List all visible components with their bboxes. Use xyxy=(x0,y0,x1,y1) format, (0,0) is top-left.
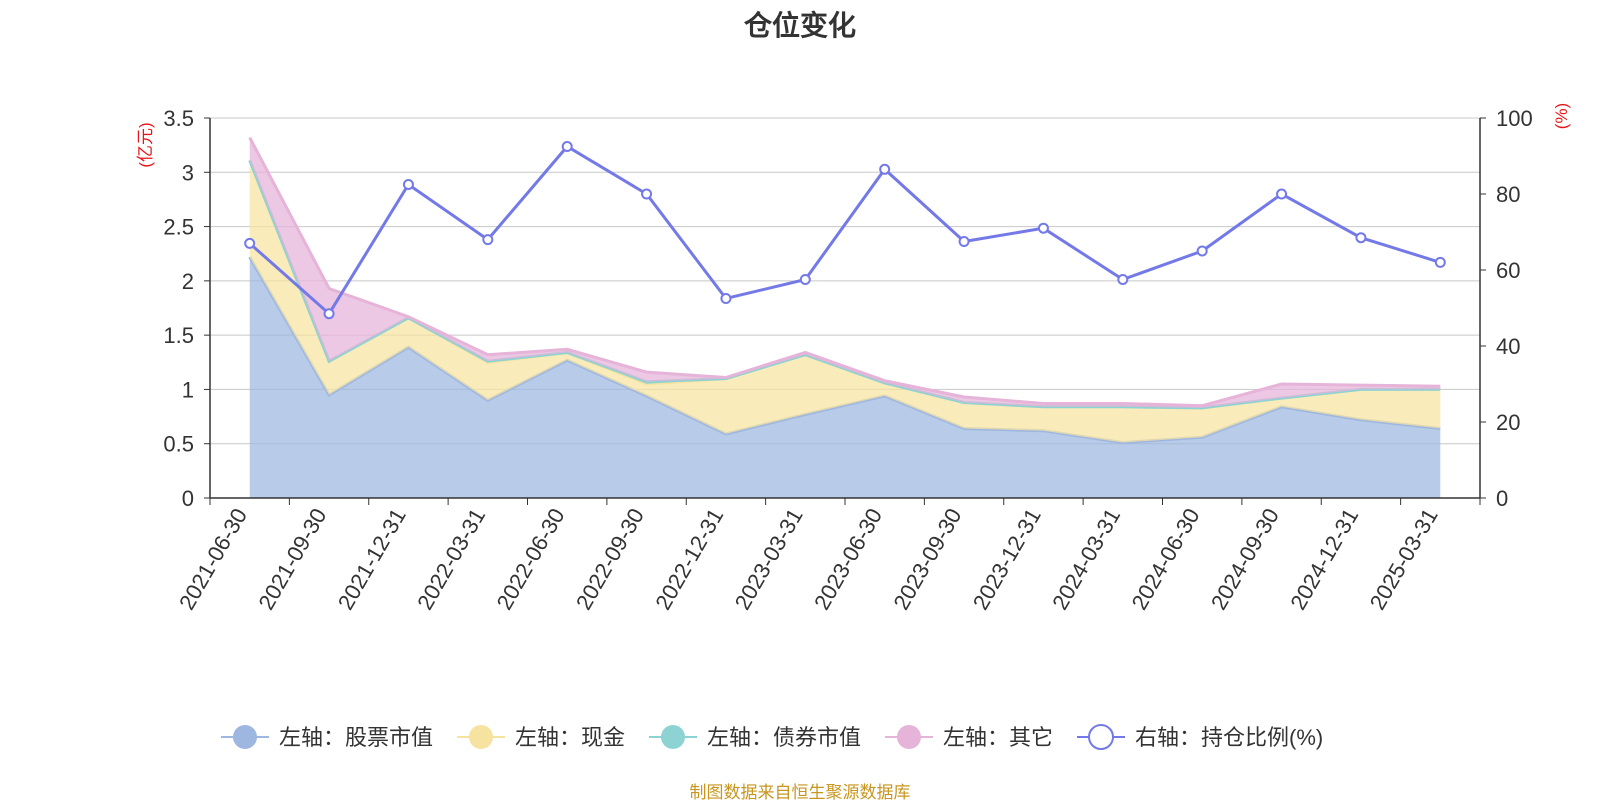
ratio-point xyxy=(482,234,494,246)
legend-swatch-dot xyxy=(469,725,493,749)
x-tick-label: 2025-03-31 xyxy=(1365,504,1443,614)
stacked-areas xyxy=(248,136,1441,498)
left-tick-label: 3.5 xyxy=(163,106,194,131)
legend-item-3[interactable]: 左轴：其它 xyxy=(885,725,1053,750)
ratio-point xyxy=(1355,232,1367,244)
legend[interactable]: 左轴：股票市值 左轴：现金 左轴：债券市值 左轴：其它 右轴：持仓比例(%) xyxy=(221,724,1323,750)
right-tick-label: 80 xyxy=(1496,182,1520,207)
legend-label: 左轴：其它 xyxy=(943,725,1053,750)
legend-swatch-dot xyxy=(233,725,257,749)
x-tick-label: 2024-03-31 xyxy=(1047,504,1125,614)
right-axis-unit: (%) xyxy=(1552,103,1571,129)
data-source-note: 制图数据来自恒生聚源数据库 xyxy=(689,783,911,802)
x-tick-label: 2023-09-30 xyxy=(888,504,966,614)
x-tick-label: 2023-03-31 xyxy=(730,504,808,614)
right-tick-label: 0 xyxy=(1496,486,1508,511)
x-tick-label: 2022-12-31 xyxy=(650,504,728,614)
holding-ratio-line xyxy=(244,141,1446,320)
ratio-point xyxy=(244,237,256,249)
x-tick-label: 2021-09-30 xyxy=(253,504,331,614)
legend-swatch-dot xyxy=(897,725,921,749)
right-tick-label: 40 xyxy=(1496,334,1520,359)
legend-label: 左轴：股票市值 xyxy=(279,725,433,750)
ratio-point xyxy=(1434,256,1446,268)
area-series-0 xyxy=(249,257,1441,498)
x-tick-label: 2023-12-31 xyxy=(968,504,1046,614)
ratio-point xyxy=(879,163,891,175)
ratio-point xyxy=(958,236,970,247)
x-tick-label: 2024-09-30 xyxy=(1206,504,1284,614)
legend-item-0[interactable]: 左轴：股票市值 xyxy=(221,725,433,750)
ratio-point xyxy=(323,308,335,320)
left-axis-unit: (亿元) xyxy=(136,122,155,167)
ratio-point xyxy=(1276,188,1288,200)
left-tick-label: 0.5 xyxy=(163,432,194,457)
legend-label: 右轴：持仓比例(%) xyxy=(1135,725,1323,750)
legend-swatch-dot xyxy=(1088,724,1114,750)
ratio-point xyxy=(799,274,811,285)
legend-label: 左轴：现金 xyxy=(515,725,625,750)
chart-title: 仓位变化 xyxy=(743,10,856,41)
x-tick-label: 2022-06-30 xyxy=(492,504,570,614)
x-tick-label: 2024-06-30 xyxy=(1127,504,1205,614)
left-tick-label: 3 xyxy=(182,160,194,185)
legend-swatch-dot xyxy=(661,725,685,749)
left-tick-label: 2.5 xyxy=(163,215,194,240)
area-series-1 xyxy=(249,160,1441,443)
left-tick-label: 0 xyxy=(182,486,194,511)
ratio-line-path xyxy=(248,144,1441,317)
right-tick-label: 100 xyxy=(1496,106,1533,131)
x-tick-label: 2022-03-31 xyxy=(412,504,490,614)
x-tick-label: 2021-12-31 xyxy=(333,504,411,614)
left-tick-label: 2 xyxy=(182,269,194,294)
left-tick-label: 1.5 xyxy=(163,323,194,348)
left-tick-label: 1 xyxy=(182,377,194,402)
x-tick-label: 2023-06-30 xyxy=(809,504,887,614)
ratio-point xyxy=(1117,274,1129,285)
ratio-point xyxy=(1196,245,1208,257)
x-tick-label: 2022-09-30 xyxy=(571,504,649,614)
ratio-point xyxy=(561,141,573,152)
legend-label: 左轴：债券市值 xyxy=(707,725,861,750)
legend-item-2[interactable]: 左轴：债券市值 xyxy=(649,725,861,750)
legend-item-1[interactable]: 左轴：现金 xyxy=(457,725,625,750)
x-tick-label: 2024-12-31 xyxy=(1285,504,1363,614)
ratio-point xyxy=(1037,222,1049,234)
right-tick-label: 20 xyxy=(1496,410,1520,435)
right-tick-label: 60 xyxy=(1496,258,1520,283)
ratio-point xyxy=(641,188,653,200)
legend-item-4[interactable]: 右轴：持仓比例(%) xyxy=(1077,724,1323,750)
ratio-point xyxy=(720,293,732,304)
x-tick-label: 2021-06-30 xyxy=(174,504,252,614)
ratio-point xyxy=(402,179,414,190)
area-edge-3 xyxy=(248,136,1441,408)
